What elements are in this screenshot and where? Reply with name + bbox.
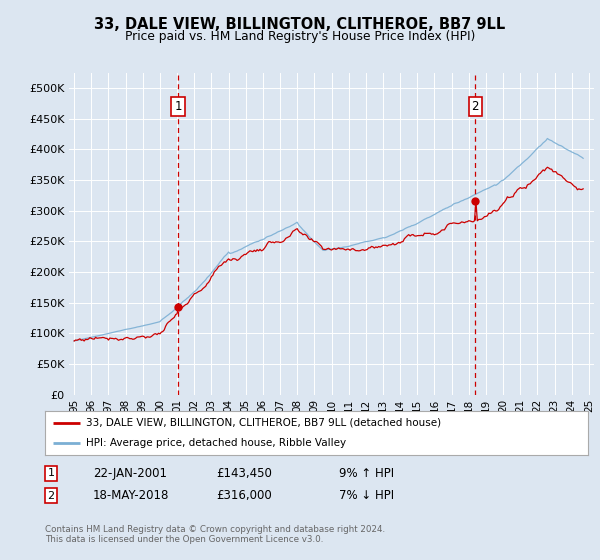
Text: £143,450: £143,450 [216,466,272,480]
Text: Price paid vs. HM Land Registry's House Price Index (HPI): Price paid vs. HM Land Registry's House … [125,30,475,43]
Text: 1: 1 [175,100,182,113]
Text: 33, DALE VIEW, BILLINGTON, CLITHEROE, BB7 9LL (detached house): 33, DALE VIEW, BILLINGTON, CLITHEROE, BB… [86,418,441,428]
Text: 9% ↑ HPI: 9% ↑ HPI [339,466,394,480]
Text: Contains HM Land Registry data © Crown copyright and database right 2024.
This d: Contains HM Land Registry data © Crown c… [45,525,385,544]
Text: 33, DALE VIEW, BILLINGTON, CLITHEROE, BB7 9LL: 33, DALE VIEW, BILLINGTON, CLITHEROE, BB… [94,17,506,32]
Text: 2: 2 [472,100,479,113]
Text: 18-MAY-2018: 18-MAY-2018 [93,489,169,502]
Text: 1: 1 [47,468,55,478]
Text: HPI: Average price, detached house, Ribble Valley: HPI: Average price, detached house, Ribb… [86,438,346,448]
Text: 22-JAN-2001: 22-JAN-2001 [93,466,167,480]
Text: £316,000: £316,000 [216,489,272,502]
Text: 7% ↓ HPI: 7% ↓ HPI [339,489,394,502]
Text: 2: 2 [47,491,55,501]
